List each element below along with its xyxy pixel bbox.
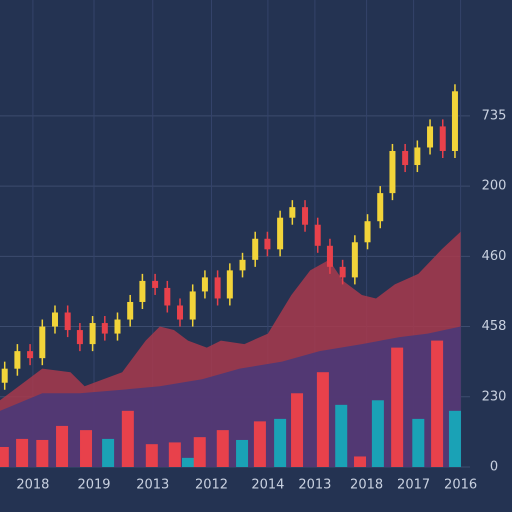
bar bbox=[121, 410, 134, 467]
y-tick-label: 460 bbox=[482, 249, 507, 264]
x-tick-label: 2012 bbox=[195, 478, 228, 493]
y-tick-label: 458 bbox=[482, 319, 507, 334]
candle-body bbox=[64, 312, 71, 331]
candle-body bbox=[139, 280, 146, 302]
candle-body bbox=[27, 351, 34, 359]
x-tick-label: 2018 bbox=[350, 478, 383, 493]
y-tick-label: 200 bbox=[482, 179, 507, 194]
candle-body bbox=[239, 259, 246, 271]
candle-body bbox=[314, 224, 321, 246]
candle-body bbox=[127, 301, 134, 320]
x-tick-label: 2013 bbox=[298, 478, 331, 493]
bar bbox=[145, 444, 158, 467]
x-tick-label: 2014 bbox=[251, 478, 284, 493]
candle-body bbox=[414, 147, 421, 166]
candle-body bbox=[1, 368, 8, 383]
candle-body bbox=[252, 238, 259, 260]
candle-body bbox=[76, 330, 83, 345]
candle-body bbox=[451, 91, 458, 151]
bar bbox=[0, 446, 9, 467]
x-tick-label: 2018 bbox=[16, 478, 49, 493]
candle-body bbox=[14, 351, 21, 369]
bar bbox=[80, 430, 93, 467]
bar bbox=[431, 340, 444, 467]
candle-body bbox=[427, 126, 434, 148]
x-tick-label: 2019 bbox=[77, 478, 110, 493]
candle-body bbox=[164, 287, 171, 306]
candle-body bbox=[302, 207, 309, 225]
bar bbox=[102, 438, 115, 467]
x-tick-label: 2013 bbox=[136, 478, 169, 493]
candle-body bbox=[51, 312, 58, 327]
bar bbox=[335, 404, 348, 467]
bar bbox=[274, 418, 287, 467]
candle-body bbox=[289, 207, 296, 218]
candle-body bbox=[39, 326, 46, 359]
candle-body bbox=[177, 305, 184, 320]
bar bbox=[168, 442, 181, 467]
candle-body bbox=[402, 150, 409, 166]
bar bbox=[412, 418, 425, 467]
bar bbox=[16, 438, 29, 467]
y-tick-label: 735 bbox=[482, 108, 507, 123]
candle-body bbox=[226, 270, 233, 299]
candle-body bbox=[389, 150, 396, 194]
bar bbox=[253, 421, 266, 467]
candle-body bbox=[264, 238, 271, 250]
candle-body bbox=[152, 280, 159, 288]
bar bbox=[216, 430, 229, 467]
candle-body bbox=[114, 319, 121, 334]
candle-body bbox=[101, 323, 108, 334]
candle-body bbox=[214, 277, 221, 299]
bar bbox=[448, 410, 461, 467]
candle-body bbox=[364, 221, 371, 243]
bar bbox=[182, 457, 194, 467]
bar bbox=[236, 439, 249, 467]
candle-body bbox=[377, 193, 384, 222]
y-tick-label: 0 bbox=[490, 460, 498, 475]
bar bbox=[36, 439, 49, 467]
bar bbox=[316, 372, 329, 467]
bar bbox=[291, 393, 304, 467]
candle-body bbox=[201, 277, 208, 292]
x-tick-label: 2016 bbox=[444, 478, 477, 493]
candle-body bbox=[189, 291, 196, 320]
x-tick-label: 2017 bbox=[397, 478, 430, 493]
candle-body bbox=[351, 242, 358, 278]
bar bbox=[193, 437, 206, 467]
candle-body bbox=[277, 217, 284, 250]
bar bbox=[371, 400, 384, 467]
candle-body bbox=[339, 266, 346, 278]
bar bbox=[354, 456, 367, 467]
y-tick-label: 230 bbox=[482, 389, 507, 404]
bar bbox=[56, 425, 69, 467]
candle-body bbox=[326, 245, 333, 267]
bar bbox=[391, 347, 404, 467]
candle-body bbox=[439, 126, 446, 151]
candle-body bbox=[89, 323, 96, 345]
